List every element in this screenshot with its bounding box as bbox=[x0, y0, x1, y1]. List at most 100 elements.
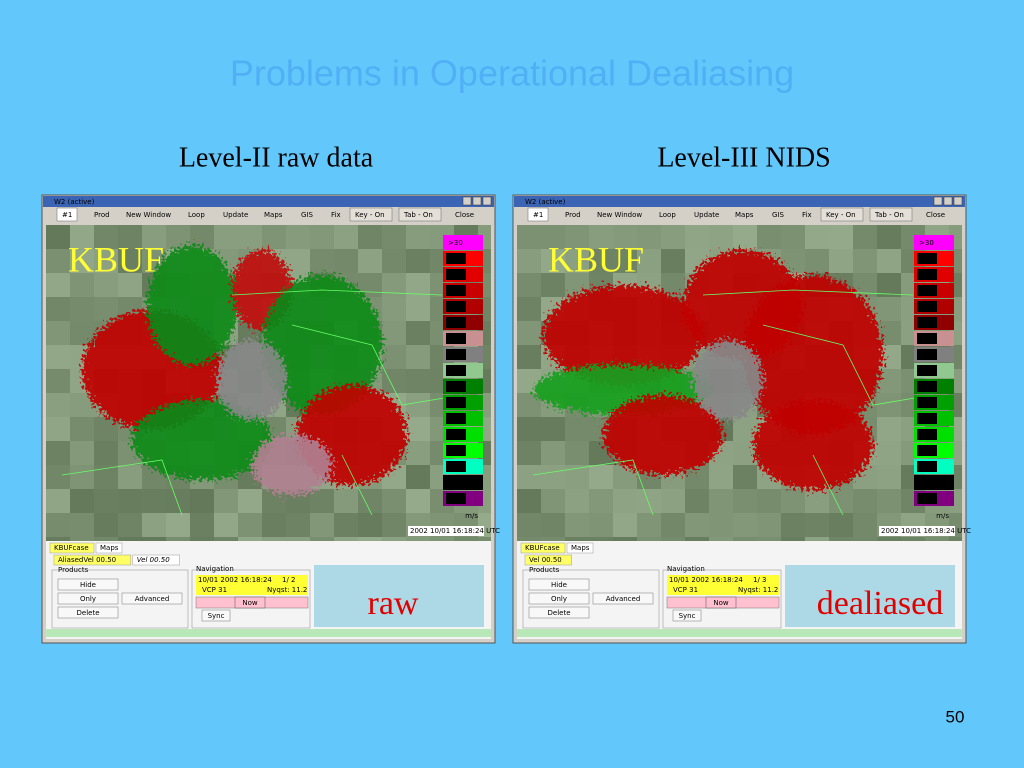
map-tile bbox=[70, 513, 94, 537]
window-control[interactable] bbox=[482, 196, 492, 206]
now-label[interactable]: Now bbox=[713, 599, 729, 607]
product-button[interactable] bbox=[528, 578, 590, 591]
menu-item[interactable]: Loop bbox=[188, 211, 205, 219]
menu-item[interactable]: Prod bbox=[565, 211, 581, 219]
menu-item[interactable]: GIS bbox=[772, 211, 784, 219]
map-tile bbox=[661, 249, 685, 273]
subtab[interactable] bbox=[524, 554, 572, 566]
tab[interactable] bbox=[520, 542, 566, 554]
product-button[interactable] bbox=[528, 592, 590, 605]
legend-label: -30 bbox=[919, 447, 930, 455]
product-button[interactable] bbox=[121, 592, 183, 605]
timestamp-box bbox=[879, 526, 955, 536]
menu-item[interactable]: Fix bbox=[331, 211, 341, 219]
now-label[interactable]: Now bbox=[242, 599, 258, 607]
menu-item[interactable]: Update bbox=[694, 211, 719, 219]
map-tile bbox=[589, 489, 613, 513]
map-tile bbox=[94, 537, 118, 541]
product-button-label[interactable]: Advanced bbox=[135, 595, 170, 603]
menu-item[interactable]: Update bbox=[223, 211, 248, 219]
map-tile bbox=[565, 489, 589, 513]
menu-item[interactable]: Key - On bbox=[826, 211, 856, 219]
tab-label[interactable]: KBUFcase bbox=[525, 544, 560, 552]
window-control[interactable] bbox=[933, 196, 943, 206]
now-button[interactable] bbox=[705, 596, 737, 609]
product-button[interactable] bbox=[57, 592, 119, 605]
map-tile bbox=[406, 417, 430, 441]
menu-item[interactable]: Maps bbox=[264, 211, 283, 219]
legend-label-box bbox=[917, 429, 937, 440]
subtab[interactable] bbox=[53, 554, 132, 566]
product-button-label[interactable]: Advanced bbox=[606, 595, 641, 603]
product-button[interactable] bbox=[592, 592, 654, 605]
menu-item[interactable]: #1 bbox=[533, 211, 543, 219]
product-button-label[interactable]: Hide bbox=[80, 581, 96, 589]
radar-echo bbox=[693, 340, 763, 420]
subtab[interactable] bbox=[132, 554, 180, 566]
menu-item[interactable]: Loop bbox=[659, 211, 676, 219]
timestamp: 2002 10/01 16:18:24 UTC bbox=[410, 527, 500, 535]
subtab-label[interactable]: Vel 00.50 bbox=[529, 556, 562, 564]
sync-label[interactable]: Sync bbox=[208, 612, 225, 620]
menu-item[interactable]: GIS bbox=[301, 211, 313, 219]
map-tile bbox=[310, 513, 334, 537]
product-button-label[interactable]: Delete bbox=[77, 609, 100, 617]
map-tile bbox=[877, 297, 901, 321]
window-control[interactable] bbox=[462, 196, 472, 206]
map-tile bbox=[517, 345, 541, 369]
sync-button[interactable] bbox=[672, 609, 702, 622]
menu-item[interactable]: Key - On bbox=[355, 211, 385, 219]
map-tile bbox=[685, 513, 709, 537]
map-tile bbox=[541, 225, 565, 249]
map-tile bbox=[238, 489, 262, 513]
window-control[interactable] bbox=[943, 196, 953, 206]
map-tile bbox=[46, 489, 70, 513]
window-control[interactable] bbox=[472, 196, 482, 206]
subtab-label[interactable]: Vel 00.50 bbox=[137, 556, 170, 564]
map-tile bbox=[190, 513, 214, 537]
map-tile bbox=[262, 537, 286, 541]
menu-item[interactable]: New Window bbox=[597, 211, 642, 219]
app-window: W2 (active) #1 Prod New Window Loop Update Map… bbox=[41, 194, 500, 644]
tab-label[interactable]: Maps bbox=[100, 544, 119, 552]
sync-label[interactable]: Sync bbox=[679, 612, 696, 620]
menu-item[interactable]: Tab - On bbox=[874, 211, 904, 219]
map-tile bbox=[709, 489, 733, 513]
menu-item[interactable]: Maps bbox=[735, 211, 754, 219]
tab[interactable] bbox=[566, 542, 594, 554]
menu-item[interactable]: Close bbox=[926, 211, 945, 219]
tab-label[interactable]: KBUFcase bbox=[54, 544, 89, 552]
menu-item[interactable]: Tab - On bbox=[403, 211, 433, 219]
tab-label[interactable]: Maps bbox=[571, 544, 590, 552]
nav-datetime: 10/01 2002 16:18:24 bbox=[669, 576, 743, 584]
menu-item[interactable]: Close bbox=[455, 211, 474, 219]
product-button[interactable] bbox=[57, 578, 119, 591]
map-tile bbox=[517, 273, 541, 297]
legend-label-box bbox=[917, 349, 937, 360]
sync-button[interactable] bbox=[201, 609, 231, 622]
subtab-label[interactable]: AliasedVel 00.50 bbox=[58, 556, 116, 564]
product-button-label[interactable]: Only bbox=[80, 595, 96, 603]
tab[interactable] bbox=[95, 542, 123, 554]
map-tile bbox=[565, 465, 589, 489]
legend-unit: m/s bbox=[936, 512, 949, 520]
map-tile bbox=[406, 273, 430, 297]
menu-item[interactable]: #1 bbox=[62, 211, 72, 219]
window-control[interactable] bbox=[953, 196, 963, 206]
product-button[interactable] bbox=[57, 606, 119, 619]
map-tile bbox=[661, 225, 685, 249]
menu-item[interactable]: Fix bbox=[802, 211, 812, 219]
product-button-label[interactable]: Hide bbox=[551, 581, 567, 589]
product-button-label[interactable]: Delete bbox=[548, 609, 571, 617]
menu-item[interactable]: New Window bbox=[126, 211, 171, 219]
legend-label: 30.0 bbox=[448, 255, 464, 263]
product-button[interactable] bbox=[528, 606, 590, 619]
map-tile bbox=[541, 417, 565, 441]
menu-item[interactable]: Prod bbox=[94, 211, 110, 219]
now-button[interactable] bbox=[234, 596, 266, 609]
annotation: dealiased bbox=[817, 585, 944, 622]
tab[interactable] bbox=[49, 542, 95, 554]
product-button-label[interactable]: Only bbox=[551, 595, 567, 603]
timestamp-box bbox=[408, 526, 484, 536]
map-tile bbox=[70, 489, 94, 513]
